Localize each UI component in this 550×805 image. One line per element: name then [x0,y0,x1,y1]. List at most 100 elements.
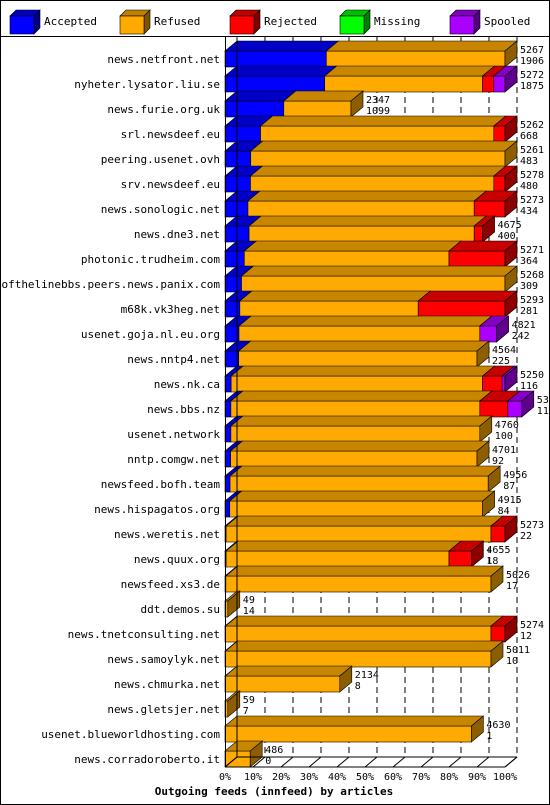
floor-tick [308,756,322,768]
floor-tick [224,756,238,768]
bar-segment-refused [229,500,483,518]
bar-row-4 [224,140,518,168]
x-tick-label: 70% [412,772,430,783]
accepted-count: 0 [265,756,271,767]
floor-tick [280,756,294,768]
bar-segment-accepted [224,275,242,293]
offered-count: 49 [243,595,255,606]
bar-segment-rejected [448,550,472,568]
bar-top-face [325,40,518,52]
accepted-count: 18 [486,556,498,567]
bar-row-17 [224,465,502,493]
host-label: news.tnetconsulting.net [68,628,220,641]
bar-side-face [490,640,504,668]
floor-tick [476,756,490,768]
bar-side-face [339,665,353,693]
floor-tick [504,756,518,768]
bar-segment-refused [224,725,472,743]
offered-count: 5272 [520,70,544,81]
bar-side-face [504,290,518,318]
bar-top-face [224,665,353,677]
bar-segment-refused [326,50,506,68]
bar-segment-refused [229,475,489,493]
offered-count: 5278 [520,170,544,181]
bar-top-face [249,165,507,177]
accepted-count: 7 [243,706,249,717]
host-label: m68k.vk3heg.net [121,303,220,316]
bar-side-face [479,415,493,443]
accepted-count: 1 [486,731,492,742]
bar-side-face [476,440,490,468]
offered-count: 486 [265,745,283,756]
offered-count: 5274 [520,620,544,631]
offered-count: 5303 [537,395,550,406]
bar-segment-refused [230,375,483,393]
floor-tick [252,756,266,768]
bar-top-face [224,65,338,77]
host-label: srl.newsdeef.eu [121,128,220,141]
host-label: endofthelinebbs.peers.news.panix.com [0,278,220,291]
bar-top-face [230,415,493,427]
accepted-count: 116 [520,381,538,392]
bar-segment-refused [225,525,492,543]
bar-side-face [482,215,495,243]
bar-segment-refused [324,75,483,93]
bar-side-face [504,365,518,393]
bar-row-13 [224,365,518,393]
bar-segment-accepted [224,50,327,68]
bar-segment-refused [239,300,419,318]
bar-row-23 [224,615,518,643]
bar-top-face [282,90,364,102]
floor-tick [364,756,378,768]
offered-count: 5293 [520,295,544,306]
offered-count: 4655 [486,545,510,556]
offered-count: 2134 [355,670,379,681]
bar-segment-refused [283,100,352,118]
bar-segment-rejected [490,525,506,543]
accepted-count: 100 [495,431,513,442]
axes: 0% 10% 20% 30% 40% 50% 60% 70% 80% 90% 100% [219,37,518,783]
bar-segment-rejected [479,400,509,418]
bar-side-face [521,390,535,418]
bar-segment-refused [250,175,495,193]
bar-row-7 [224,215,496,243]
bar-row-10 [224,290,518,318]
legend-item-refused: Refused [119,9,200,35]
bar-segment-rejected [482,75,495,93]
chart-title: Outgoing feeds (innfeed) by articles [155,785,393,798]
accepted-count: 1906 [520,56,544,67]
offered-count: 5250 [520,370,544,381]
host-label: news.chmurka.net [114,678,220,691]
accepted-count: 309 [520,281,538,292]
bar-row-6 [224,190,518,218]
accepted-count: 364 [520,256,538,267]
bar-row-25 [224,665,353,693]
x-tick-label: 40% [328,772,346,783]
bar-segment-rejected [490,625,506,643]
host-label: news.weretis.net [114,528,220,541]
offered-count: 5273 [520,520,544,531]
legend-label: Spooled [484,15,530,28]
accepted-count: 400 [498,231,516,242]
bar-top-face [249,140,518,152]
bar-top-face [224,715,485,727]
host-label: news.gletsjer.net [107,703,220,716]
bar-top-face [228,490,496,502]
offered-count: 4915 [498,495,522,506]
accepted-count: 87 [503,481,515,492]
bar-segment-refused [224,750,251,768]
accepted-count: 483 [520,156,538,167]
bar-segment-refused [230,400,481,418]
offered-count: 4564 [492,345,516,356]
accepted-count: 668 [520,131,538,142]
bar-top-face [247,190,488,202]
x-tick-label: 0% [219,772,231,783]
bar-side-face [504,240,518,268]
bar-side-face [504,190,518,218]
bar-segment-rejected [473,225,483,243]
bar-top-face [243,240,462,252]
bar-row-21 [224,565,504,593]
bar-row-28 [224,740,264,768]
bar-segment-accepted [224,200,249,218]
